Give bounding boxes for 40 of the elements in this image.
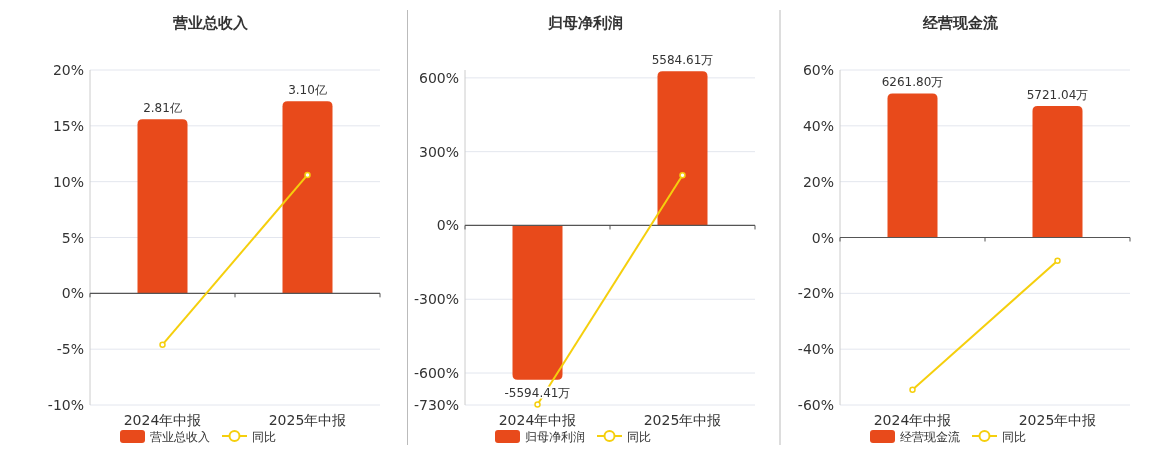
chart-title: 归母净利润 [546,14,623,32]
y-tick-label: -730% [413,397,459,413]
y-tick-label: -5% [56,341,84,358]
y-tick-label: 0% [436,217,459,234]
y-tick-label: 20% [52,62,84,78]
y-tick-label: -600% [413,365,459,382]
data-label: 6261.80万 [881,75,944,90]
legend-label: 同比 [627,430,651,444]
legend-label: 归母净利润 [525,430,585,444]
legend-label: 同比 [1002,430,1026,444]
y-tick-label: -40% [797,341,834,358]
y-tick-label: 5% [61,229,84,246]
y-tick-label: -60% [797,397,834,413]
x-tick-label: 2024年中报 [123,412,202,428]
y-tick-label: -20% [797,285,834,302]
y-tick-label: 60% [802,62,834,78]
y-tick-label: 15% [52,117,84,134]
data-label: 3.10亿 [288,83,327,98]
chart-title: 经营现金流 [921,14,999,32]
y-tick-label: 0% [811,229,834,246]
y-tick-label: 10% [52,173,84,190]
y-tick-label: -300% [413,291,459,308]
y-tick-label: 600% [418,69,459,86]
y-tick-label: 300% [418,143,459,160]
x-tick-label: 2024年中报 [498,412,577,428]
y-tick-label: 40% [802,117,834,134]
x-tick-label: 2025年中报 [268,412,347,428]
legend-label: 营业总收入 [150,430,210,444]
x-tick-label: 2025年中报 [1018,412,1097,428]
data-label: 2.81亿 [143,101,182,116]
legend-label: 经营现金流 [900,430,960,444]
x-tick-label: 2024年中报 [873,412,952,428]
y-tick-label: 0% [61,285,84,302]
legend-label: 同比 [252,430,276,444]
data-label: 5721.04万 [1026,87,1089,102]
y-tick-label: 20% [802,173,834,190]
y-tick-label: -10% [47,397,84,413]
chart-title: 营业总收入 [171,14,249,32]
data-label: 5584.61万 [651,53,714,68]
x-tick-label: 2025年中报 [643,412,722,428]
